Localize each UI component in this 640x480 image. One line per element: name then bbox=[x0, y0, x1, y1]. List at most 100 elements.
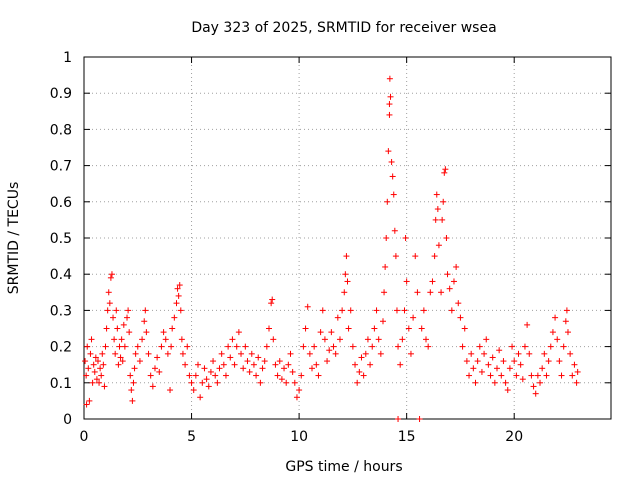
data-point bbox=[384, 198, 391, 205]
data-point bbox=[149, 383, 156, 390]
data-point bbox=[461, 325, 468, 332]
data-point bbox=[468, 350, 475, 357]
x-tick-label: 20 bbox=[505, 429, 523, 445]
data-point bbox=[184, 343, 191, 350]
data-point bbox=[343, 253, 350, 260]
data-point bbox=[278, 376, 285, 383]
data-point bbox=[528, 372, 535, 379]
y-tick-label: 0.8 bbox=[50, 122, 72, 138]
data-point bbox=[147, 372, 154, 379]
data-point bbox=[448, 307, 455, 314]
data-points bbox=[82, 75, 581, 422]
data-point bbox=[563, 307, 570, 314]
data-point bbox=[306, 350, 313, 357]
data-point bbox=[373, 307, 380, 314]
data-point bbox=[91, 368, 98, 375]
data-point bbox=[420, 307, 427, 314]
data-point bbox=[179, 350, 186, 357]
data-point bbox=[441, 169, 448, 176]
data-point bbox=[387, 93, 394, 100]
data-point bbox=[96, 379, 103, 386]
data-point bbox=[285, 361, 292, 368]
data-point bbox=[248, 350, 255, 357]
data-point bbox=[296, 387, 303, 394]
data-point bbox=[386, 75, 393, 82]
data-point bbox=[524, 321, 531, 328]
data-point bbox=[233, 343, 240, 350]
data-point bbox=[356, 368, 363, 375]
data-point bbox=[425, 343, 432, 350]
data-point bbox=[300, 343, 307, 350]
data-point bbox=[526, 350, 533, 357]
data-point bbox=[569, 372, 576, 379]
data-point bbox=[246, 368, 253, 375]
data-point bbox=[519, 376, 526, 383]
data-point bbox=[352, 361, 359, 368]
data-point bbox=[257, 379, 264, 386]
data-point bbox=[298, 372, 305, 379]
data-point bbox=[222, 372, 229, 379]
data-point bbox=[509, 343, 516, 350]
data-point bbox=[478, 368, 485, 375]
data-point bbox=[171, 314, 178, 321]
data-point bbox=[463, 358, 470, 365]
data-point bbox=[397, 361, 404, 368]
data-point bbox=[385, 148, 392, 155]
data-point bbox=[412, 253, 419, 260]
data-point bbox=[401, 307, 408, 314]
data-point bbox=[481, 350, 488, 357]
data-point bbox=[220, 361, 227, 368]
data-point bbox=[434, 206, 441, 213]
data-point bbox=[403, 278, 410, 285]
data-point bbox=[205, 383, 212, 390]
data-point bbox=[539, 365, 546, 372]
data-point bbox=[336, 336, 343, 343]
data-point bbox=[160, 329, 167, 336]
data-point bbox=[506, 365, 513, 372]
data-point bbox=[500, 358, 507, 365]
data-point bbox=[393, 307, 400, 314]
data-point bbox=[423, 336, 430, 343]
axis-ticks: 00.10.20.30.40.50.60.70.80.910 5 10 15 20 bbox=[50, 50, 611, 445]
data-point bbox=[88, 336, 95, 343]
grid bbox=[84, 57, 611, 419]
data-point bbox=[132, 350, 139, 357]
data-point bbox=[532, 390, 539, 397]
data-point bbox=[212, 372, 219, 379]
data-point bbox=[388, 158, 395, 165]
data-point bbox=[498, 372, 505, 379]
data-point bbox=[341, 289, 348, 296]
data-point bbox=[176, 282, 183, 289]
data-point bbox=[459, 343, 466, 350]
data-point bbox=[238, 350, 245, 357]
data-point bbox=[199, 379, 206, 386]
data-point bbox=[466, 372, 473, 379]
data-point bbox=[558, 372, 565, 379]
y-tick-label: 0.1 bbox=[50, 376, 72, 392]
data-point bbox=[332, 350, 339, 357]
data-point bbox=[358, 354, 365, 361]
data-point bbox=[564, 329, 571, 336]
data-point bbox=[174, 285, 181, 292]
data-point bbox=[113, 307, 120, 314]
data-point bbox=[210, 358, 217, 365]
data-point bbox=[117, 354, 124, 361]
data-point bbox=[573, 379, 580, 386]
data-point bbox=[470, 365, 477, 372]
data-point bbox=[162, 336, 169, 343]
data-point bbox=[369, 343, 376, 350]
data-point bbox=[85, 365, 92, 372]
data-point bbox=[100, 361, 107, 368]
data-point bbox=[94, 358, 101, 365]
data-point bbox=[311, 343, 318, 350]
data-point bbox=[186, 372, 193, 379]
data-point bbox=[330, 343, 337, 350]
y-tick-label: 1 bbox=[63, 50, 72, 66]
y-tick-label: 0.6 bbox=[50, 195, 72, 211]
y-tick-label: 0.9 bbox=[50, 86, 72, 102]
data-point bbox=[112, 350, 119, 357]
data-point bbox=[313, 361, 320, 368]
data-point bbox=[168, 343, 175, 350]
data-point bbox=[99, 350, 106, 357]
